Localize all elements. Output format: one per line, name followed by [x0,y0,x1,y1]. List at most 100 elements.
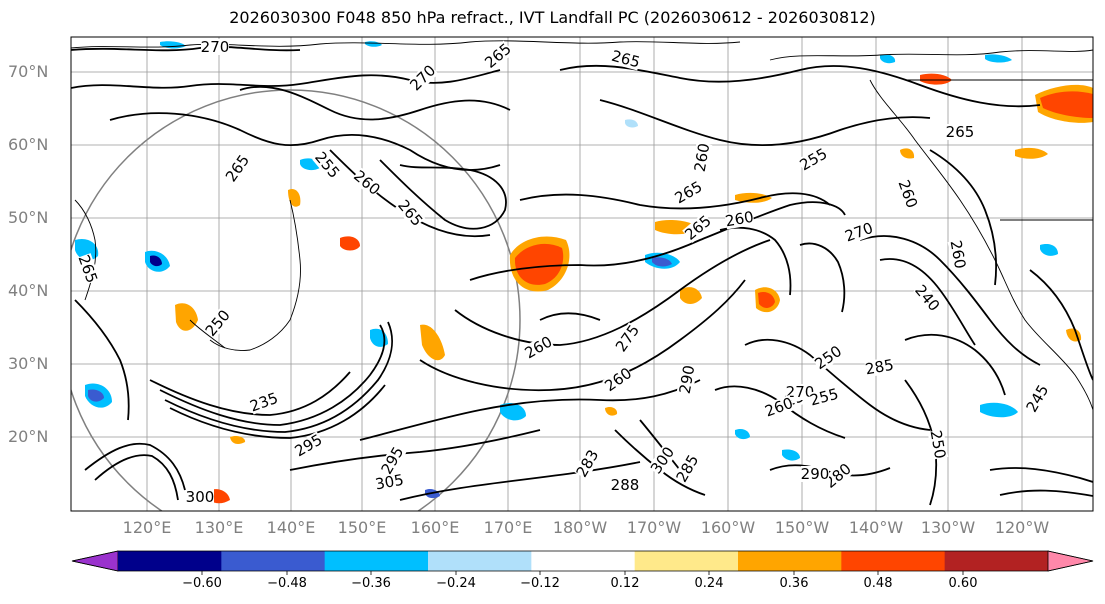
contour-label-bg [647,444,678,477]
colorbar-tick: −0.12 [520,576,560,591]
contour-label-bg [407,62,439,94]
contour-label-bg [610,47,642,71]
colorbar-segment [841,551,946,571]
contour-label-bg [843,219,875,245]
shading-positive [175,73,1093,504]
colorbar-tick: 0.12 [610,576,640,591]
contour-label-bg [186,489,214,505]
contour-label-bg [947,239,969,270]
contour-label: 288 [611,476,640,494]
region-circle [71,89,521,511]
contour-label-bg [222,152,253,185]
colorbar-extend-min [71,550,119,572]
lon-label-160e: 160°E [410,518,460,537]
contour-label-bg [75,253,101,285]
colorbar-segment [738,551,842,571]
lon-label-130e: 130°E [194,518,244,537]
colorbar-outline [71,550,1094,572]
contour-label-bg [797,145,830,174]
contour-label-bg [946,124,974,140]
contour-label-bg [202,307,233,339]
lat-label-60n: 60°N [8,135,49,154]
colorbar-segment [634,551,739,571]
contour-label-bg [248,389,280,415]
contour-label-bg [691,142,713,173]
contour-label: 285 [864,356,895,379]
lon-label-120e: 120°E [122,518,172,537]
colorbar-segment [944,551,1049,571]
lat-label-30n: 30°N [8,354,49,373]
contour-label: 290 [676,364,699,395]
contour-label-bg [378,444,407,477]
colorbar-segment [428,551,532,571]
contour-label-bg [1023,382,1052,415]
contour-label: 260 [724,208,755,231]
colorbar-segment [324,551,429,571]
contour-label-bg [374,471,405,493]
shading-negative [75,41,1058,499]
contour-label-bg [673,452,702,485]
coastlines [71,40,1093,411]
lon-label-170w: 170°W [626,518,682,537]
colorbar-tick: 0.48 [863,576,893,591]
contour-label-bg [724,208,755,230]
contour-label: 260 [947,239,970,270]
colorbar-segment [221,551,326,571]
contour-label-bg [573,447,602,480]
contour-label-bg [801,466,829,482]
colorbar-tick: 0.60 [948,576,978,591]
lon-label-150w: 150°W [774,518,830,537]
colorbar-tick: −0.48 [267,576,307,591]
contour-label: 265 [946,123,975,141]
lon-label-160w: 160°W [700,518,756,537]
contour-label-bg [676,364,698,395]
contour-label-bg [786,384,814,400]
lon-label-170e: 170°E [483,518,533,537]
contour-label-bg [292,431,325,460]
colorbar-tick: −0.60 [182,576,222,591]
contour-label-bg [612,322,643,355]
lon-label-140e: 140°E [266,518,316,537]
colorbar-extend-max [1047,550,1094,572]
colorbar-tick: 0.24 [694,576,724,591]
contour-label-bg [611,477,639,493]
lat-label-70n: 70°N [8,62,49,81]
contour-label: 270 [786,383,815,401]
contour-label-bg [312,149,343,181]
contour-label-bg [522,333,555,362]
map-title: 2026030300 F048 850 hPa refract., IVT La… [229,8,876,27]
lon-label-140w: 140°W [848,518,904,537]
contour-label-bg [895,178,921,210]
contour-label-bg [812,342,845,373]
contour-label: 305 [374,471,405,494]
contour-label-bg [912,282,943,314]
lat-label-50n: 50°N [8,208,49,227]
contour-label-bg [927,429,949,460]
lat-label-20n: 20°N [8,427,49,446]
contour-label-bg [864,356,895,378]
colorbar-tick: 0.36 [779,576,809,591]
lon-label-180w: 180°W [552,518,608,537]
lat-label-40n: 40°N [8,281,49,300]
contour-label-bg [351,167,383,198]
contour-label-bg [763,394,795,420]
colorbar-segment [531,551,636,571]
contour-label-bg [682,212,714,243]
colorbar-tick: −0.24 [436,576,476,591]
contour-label-bg [808,385,840,409]
contour-label-bg [602,364,635,395]
colorbar [71,550,1094,575]
lon-label-120w: 120°W [994,518,1050,537]
contour-label-bg [672,178,705,207]
contour-label: 250 [927,429,950,460]
colorbar-segment [118,551,222,571]
contour-label: 260 [691,142,714,173]
contour-label-bg [201,39,229,55]
contour-label: 300 [186,488,215,506]
lon-label-130w: 130°W [920,518,976,537]
lon-label-150e: 150°E [337,518,387,537]
map-background [71,37,1093,511]
colorbar-tick: −0.36 [351,576,391,591]
contour-label-bg [822,460,854,491]
